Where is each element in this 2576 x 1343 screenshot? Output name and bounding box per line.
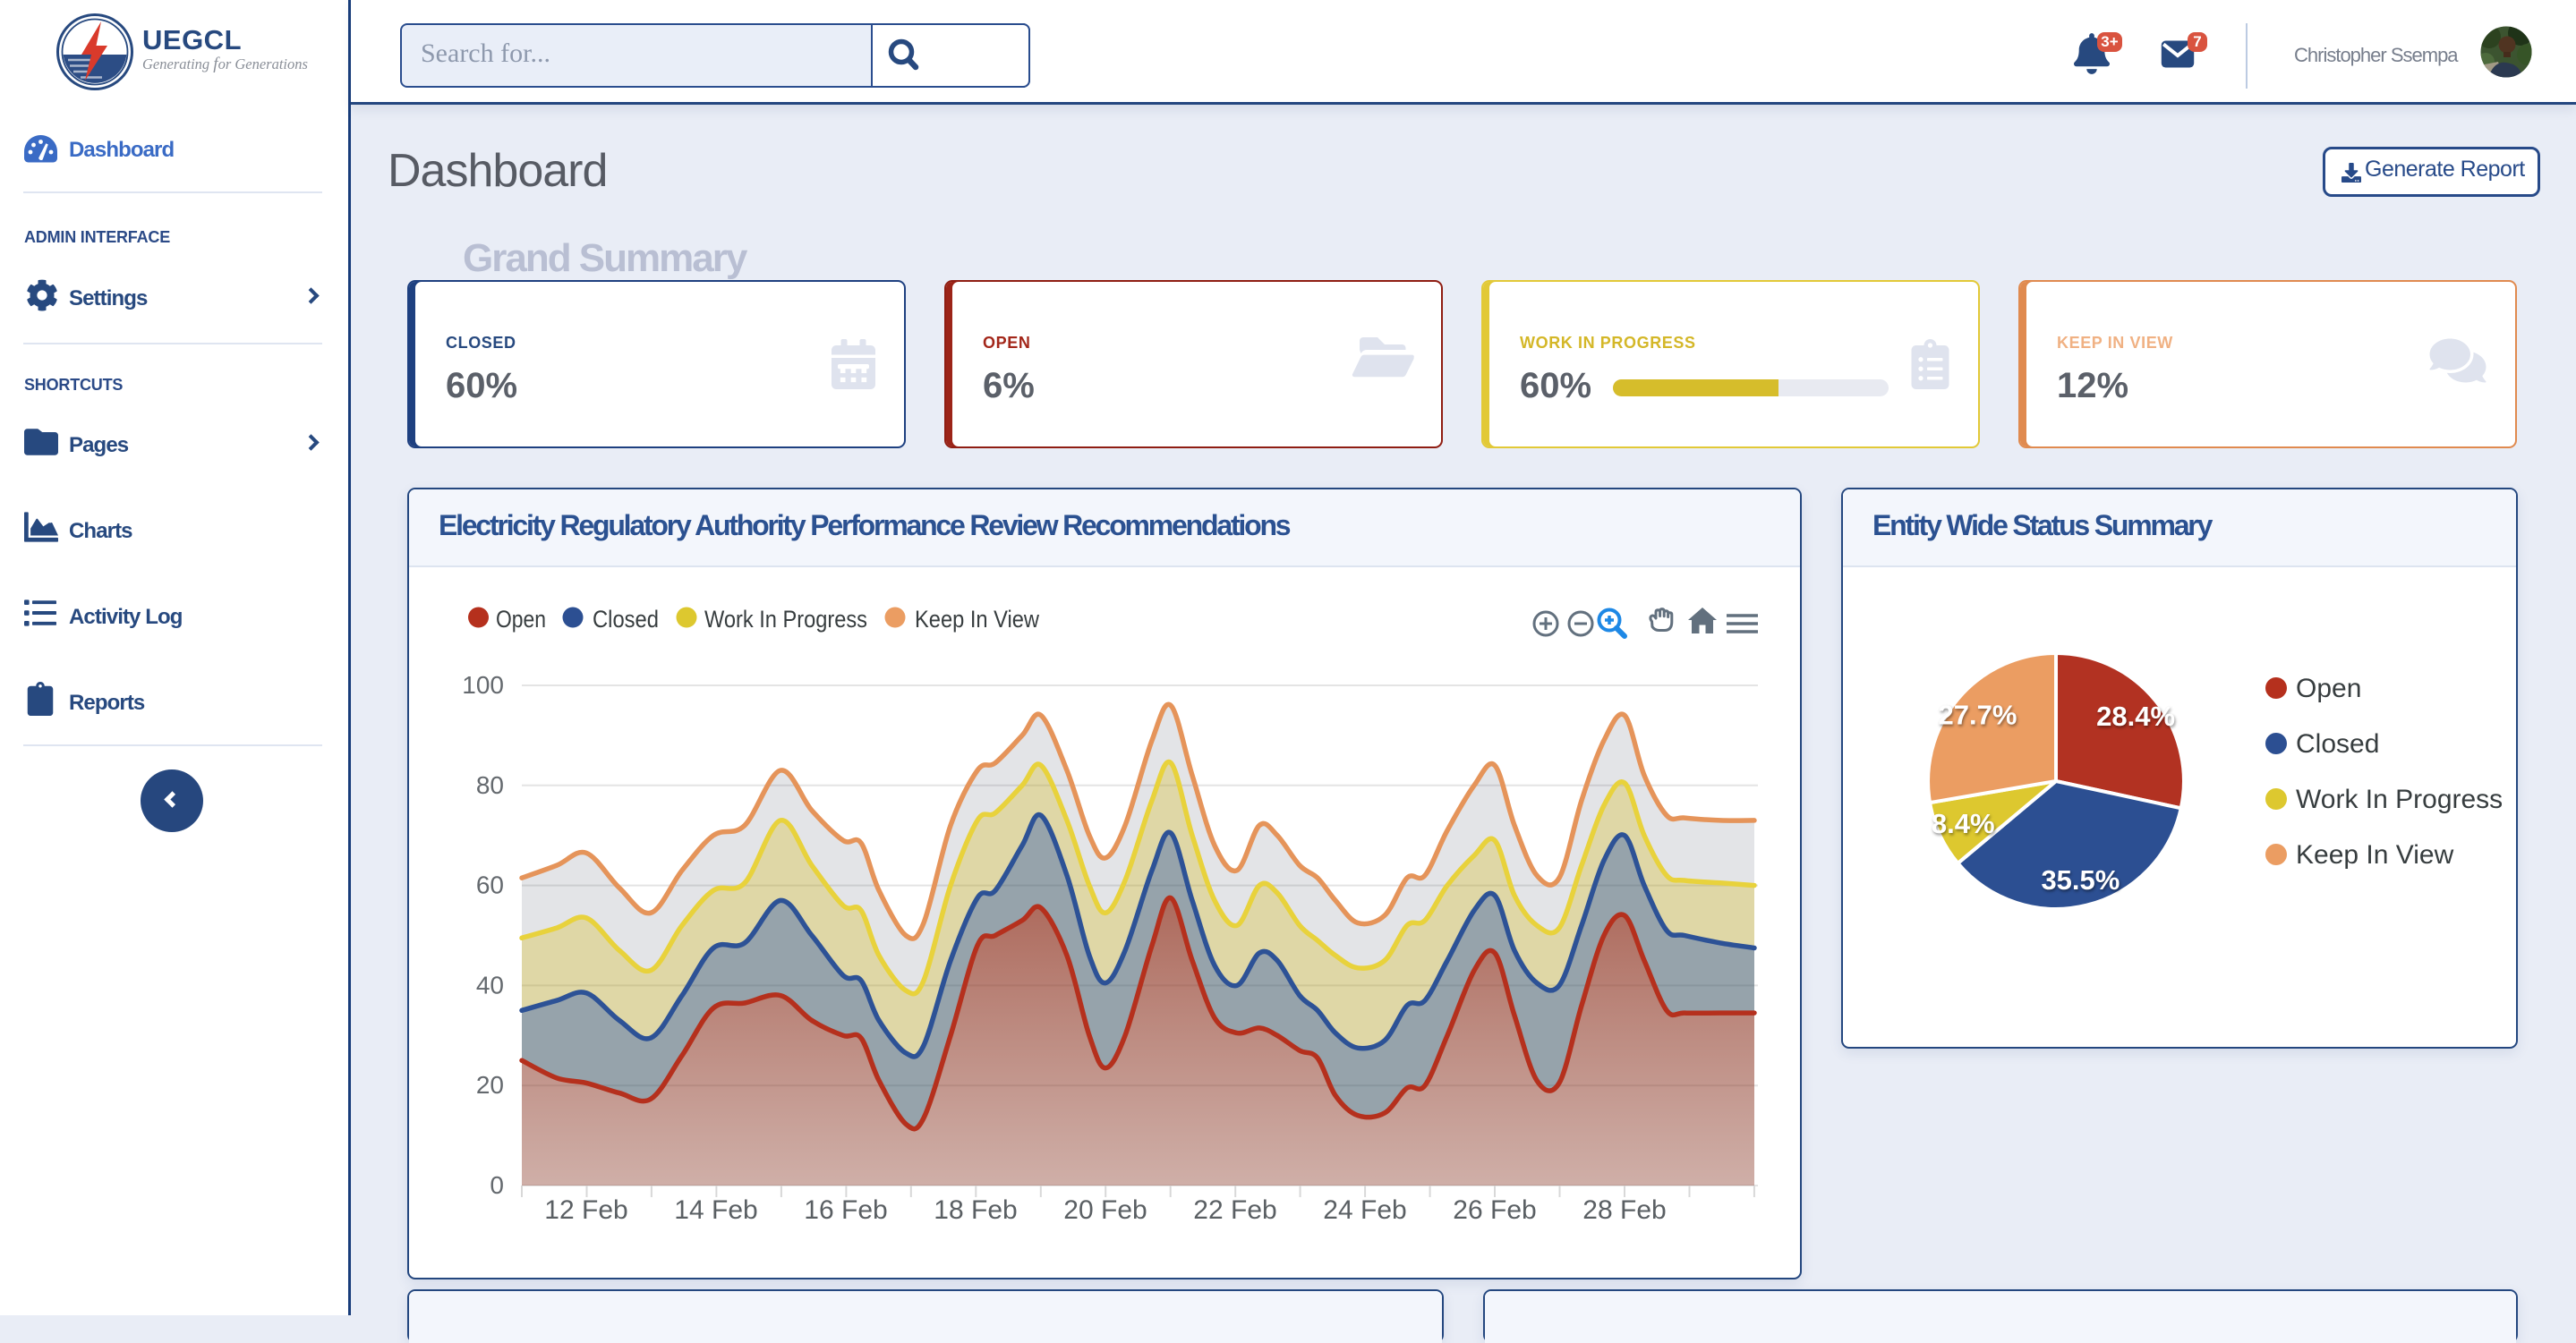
svg-text:20 Feb: 20 Feb <box>1063 1195 1147 1225</box>
svg-text:60: 60 <box>476 871 504 899</box>
svg-text:28.4%: 28.4% <box>2096 701 2175 732</box>
svg-text:24 Feb: 24 Feb <box>1323 1195 1406 1225</box>
svg-text:100: 100 <box>462 671 504 699</box>
svg-text:22 Feb: 22 Feb <box>1193 1195 1276 1225</box>
svg-text:Keep In View: Keep In View <box>915 606 1039 633</box>
svg-text:Work In Progress: Work In Progress <box>704 606 867 633</box>
svg-text:28 Feb: 28 Feb <box>1582 1195 1666 1225</box>
svg-text:0: 0 <box>490 1171 504 1199</box>
svg-text:27.7%: 27.7% <box>1939 699 2017 730</box>
svg-text:16 Feb: 16 Feb <box>804 1195 887 1225</box>
svg-text:80: 80 <box>476 771 504 799</box>
svg-text:12 Feb: 12 Feb <box>544 1195 627 1225</box>
svg-text:Closed: Closed <box>593 606 659 633</box>
svg-text:Closed: Closed <box>2296 729 2379 759</box>
svg-text:20: 20 <box>476 1071 504 1099</box>
svg-text:8.4%: 8.4% <box>1932 808 1995 839</box>
svg-text:Open: Open <box>2296 674 2361 703</box>
svg-text:35.5%: 35.5% <box>2041 864 2120 896</box>
svg-text:18 Feb: 18 Feb <box>934 1195 1017 1225</box>
svg-text:Keep In View: Keep In View <box>2296 840 2454 870</box>
svg-text:14 Feb: 14 Feb <box>674 1195 757 1225</box>
svg-text:Work In Progress: Work In Progress <box>2296 785 2503 814</box>
svg-text:26 Feb: 26 Feb <box>1453 1195 1536 1225</box>
svg-text:Open: Open <box>496 606 546 633</box>
svg-text:40: 40 <box>476 971 504 999</box>
